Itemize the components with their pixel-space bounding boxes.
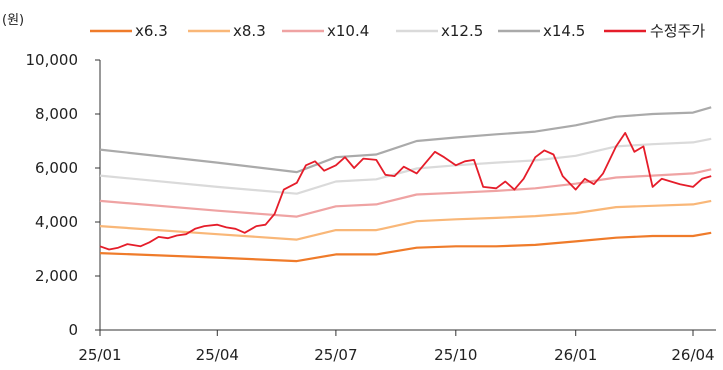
x-tick-label: 25/01: [78, 346, 121, 364]
y-tick-label: 2,000: [35, 267, 78, 285]
y-axis: 10,000 8,000 6,000 4,000 2,000 0: [26, 51, 101, 339]
legend-label-4: x12.5: [441, 22, 483, 40]
x-tick-label: 26/04: [671, 346, 714, 364]
y-tick-label: 10,000: [26, 51, 79, 69]
series-line-6: [99, 131, 712, 251]
legend-label-3: x10.4: [327, 22, 369, 40]
x-tick-label: 25/10: [434, 346, 477, 364]
y-tick-label: 8,000: [35, 105, 78, 123]
x-axis: 25/01 25/04 25/07 25/10 26/01 26/04: [78, 329, 716, 364]
unit-label: (원): [2, 13, 24, 28]
y-tick-label: 0: [68, 321, 78, 339]
series-line-5: [99, 106, 712, 174]
series-layer: [99, 106, 712, 263]
y-tick-label: 6,000: [35, 159, 78, 177]
x-tick-label: 25/04: [196, 346, 239, 364]
x-tick-label: 25/07: [314, 346, 357, 364]
legend-label-6: 수정주가: [650, 22, 705, 40]
series-line-2: [99, 199, 712, 241]
series-line-1: [99, 231, 712, 263]
legend-label-1: x6.3: [135, 22, 168, 40]
legend: x6.3 x8.3 x10.4 x12.5 x14.5 수정주가: [90, 22, 705, 40]
legend-label-5: x14.5: [543, 22, 585, 40]
series-line-4: [99, 137, 712, 195]
x-tick-label: 26/01: [554, 346, 597, 364]
legend-label-2: x8.3: [233, 22, 266, 40]
y-tick-label: 4,000: [35, 213, 78, 231]
series-line-3: [99, 168, 712, 218]
